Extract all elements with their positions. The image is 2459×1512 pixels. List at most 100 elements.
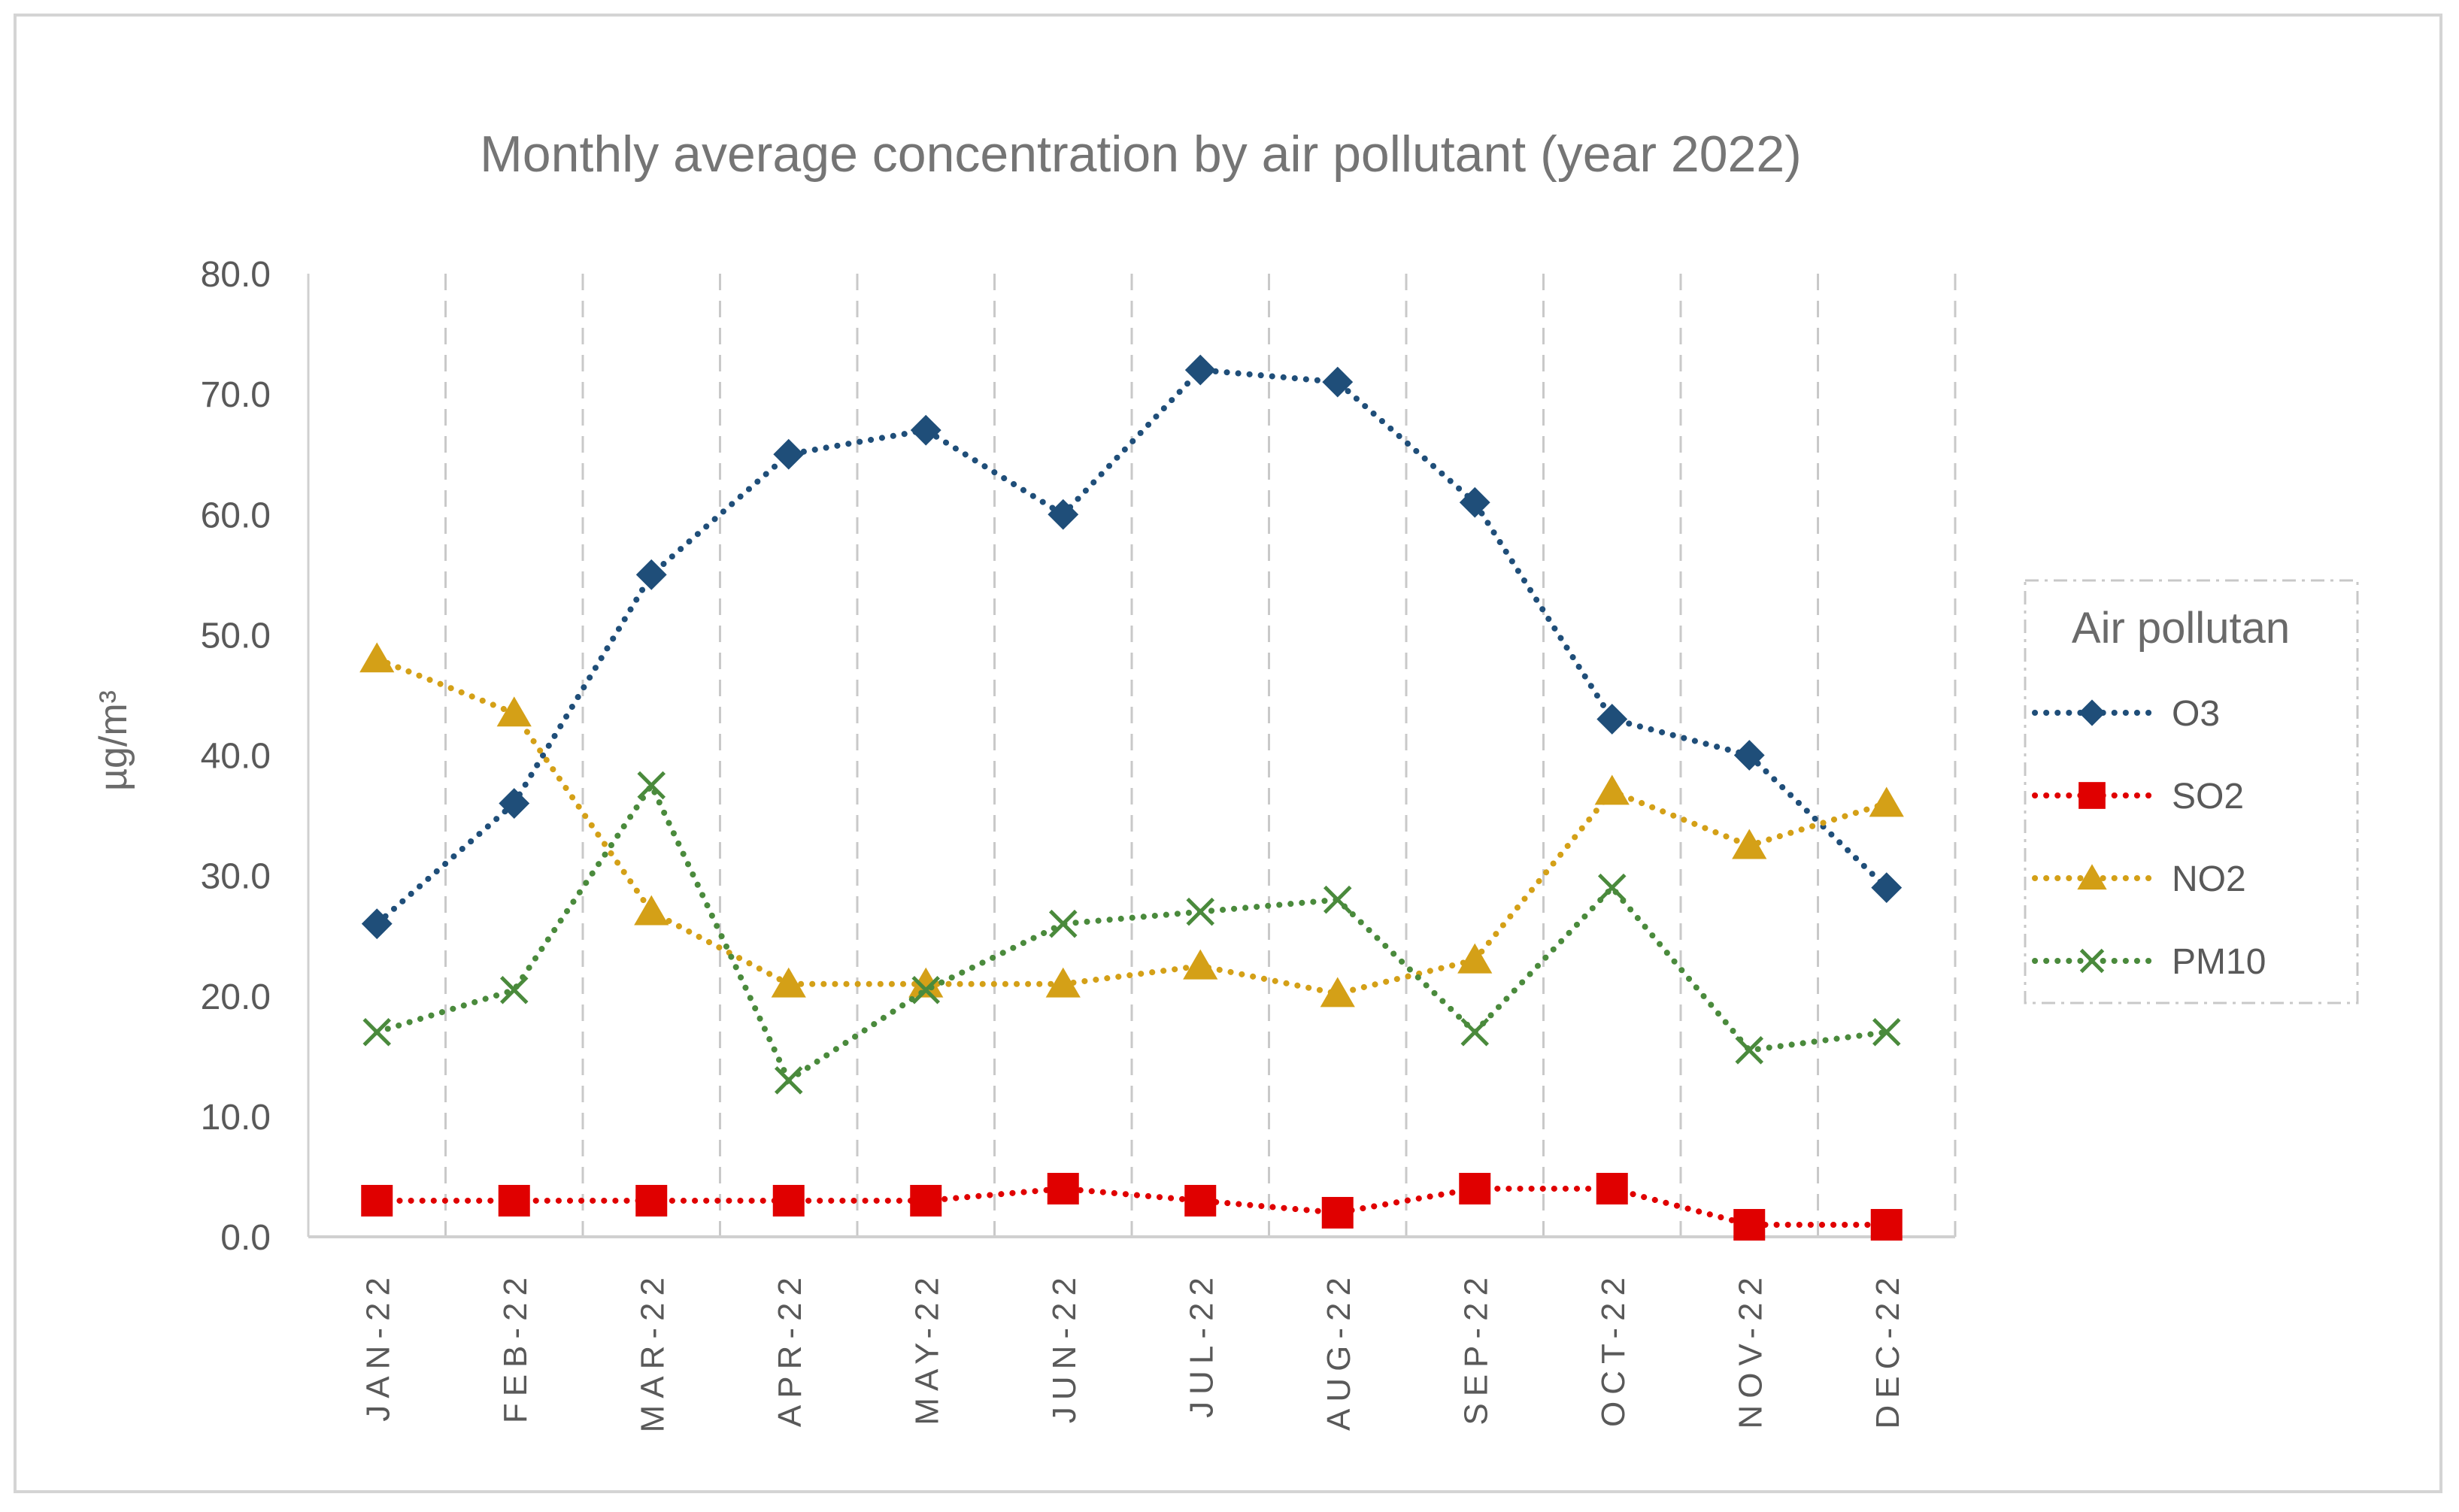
series-line [374, 366, 1890, 927]
x-tick-label: JUL-22 [1183, 1271, 1220, 1418]
x-tick-label: SEP-22 [1457, 1271, 1494, 1426]
data-point [1871, 872, 1903, 904]
data-point [1733, 740, 1765, 771]
data-point [1186, 897, 1215, 926]
y-tick-label: 40.0 [201, 737, 271, 777]
marker-stroke [911, 975, 941, 1004]
series-line [374, 1185, 1890, 1228]
x-tick-label: OCT-22 [1595, 1271, 1632, 1427]
x-tick-label: JUN-22 [1046, 1271, 1083, 1423]
marker-stroke [2079, 948, 2105, 974]
data-point [2077, 864, 2107, 890]
data-point [1047, 1172, 1079, 1204]
data-point [772, 1184, 805, 1217]
data-point [1872, 1018, 1901, 1047]
x-tick-label: JAN-22 [359, 1271, 396, 1422]
y-tick-label: 60.0 [201, 495, 271, 535]
legend: Air pollutan O3 SO2 NO2 PM10 [2024, 579, 2359, 1004]
x-tick-label: AUG-22 [1320, 1271, 1357, 1431]
data-point [1322, 366, 1354, 398]
x-tick-label: NOV-22 [1732, 1271, 1769, 1429]
series-no2 [359, 642, 1904, 1007]
data-point [362, 1018, 392, 1047]
marker-stroke [1872, 1018, 1901, 1047]
data-point [2078, 699, 2106, 726]
data-point [911, 975, 941, 1004]
y-tick-label: 50.0 [201, 616, 271, 656]
legend-label: NO2 [2172, 859, 2246, 899]
data-point [361, 1184, 393, 1217]
data-point [634, 895, 669, 926]
marker-stroke [774, 1066, 803, 1095]
legend-label: O3 [2172, 694, 2220, 734]
data-point [1732, 829, 1767, 859]
data-point [498, 1184, 530, 1217]
data-point [1048, 909, 1078, 938]
chart-title: Monthly average concentration by air pol… [480, 126, 1802, 183]
x-tick-label: APR-22 [772, 1271, 808, 1427]
data-point [1048, 498, 1079, 530]
legend-label: PM10 [2172, 942, 2266, 982]
y-tick-label: 10.0 [201, 1098, 271, 1138]
data-point [1460, 1018, 1490, 1047]
series-layer [359, 354, 1904, 1241]
data-point [1870, 1208, 1903, 1241]
data-point [774, 1066, 803, 1095]
x-tick-label: FEB-22 [497, 1271, 534, 1423]
data-point [1320, 977, 1355, 1007]
data-point [1596, 704, 1628, 735]
data-point [1457, 943, 1493, 974]
legend-item-no2: NO2 [2032, 859, 2246, 899]
data-point [1597, 873, 1627, 902]
data-point [1733, 1208, 1766, 1241]
legend-title: Air pollutan [2072, 604, 2290, 653]
data-point [2078, 782, 2106, 809]
data-point [773, 438, 805, 470]
x-tick-label: MAR-22 [634, 1271, 671, 1432]
series-pm10 [362, 771, 1901, 1095]
data-point [910, 1184, 942, 1217]
data-point [635, 559, 667, 590]
data-point [1184, 354, 1216, 386]
data-point [1321, 1196, 1354, 1229]
data-point [1045, 967, 1081, 998]
marker-stroke [1186, 897, 1215, 926]
data-point [637, 771, 666, 800]
data-point [1869, 786, 1904, 817]
marker-stroke [1735, 1036, 1764, 1065]
x-tick-label: MAY-22 [908, 1271, 945, 1426]
marker-stroke [637, 771, 666, 800]
marker-stroke [1048, 909, 1078, 938]
marker-stroke [499, 975, 529, 1004]
legend-item-pm10: PM10 [2032, 942, 2266, 982]
data-point [2079, 948, 2105, 974]
y-axis-label: µg/m³ [92, 690, 135, 791]
data-point [1323, 885, 1352, 914]
data-point [361, 908, 393, 940]
data-point [1594, 774, 1630, 805]
data-point [1596, 1172, 1628, 1204]
series-so2 [361, 1172, 1903, 1241]
data-point [499, 975, 529, 1004]
data-point [359, 642, 395, 673]
data-point [496, 696, 532, 727]
y-tick-label: 30.0 [201, 857, 271, 897]
data-point [771, 967, 806, 998]
data-point [1184, 1184, 1217, 1217]
data-point [910, 414, 941, 446]
data-point [499, 788, 530, 819]
data-point [1183, 949, 1218, 980]
marker-stroke [362, 1018, 392, 1047]
gridlines [444, 274, 1957, 1237]
data-point [1459, 486, 1490, 518]
data-point [1459, 1172, 1491, 1204]
data-point [1735, 1036, 1764, 1065]
axes: 0.0 10.0 20.0 30.0 40.0 50.0 60.0 70.0 80.0 JAN-2… [201, 255, 1955, 1432]
marker-stroke [1323, 885, 1352, 914]
series-line [374, 656, 1890, 997]
y-tick-label: 0.0 [220, 1218, 271, 1258]
y-tick-label: 20.0 [201, 977, 271, 1017]
y-tick-label: 70.0 [201, 375, 271, 415]
data-point [635, 1184, 668, 1217]
